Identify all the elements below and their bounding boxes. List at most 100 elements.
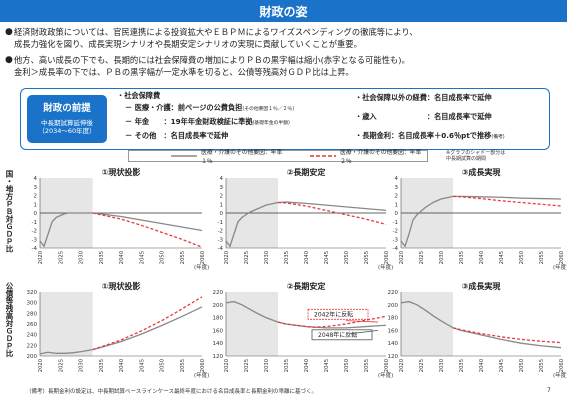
y-tick-label: 1 xyxy=(220,202,224,208)
bullet-dot-icon: ● xyxy=(5,27,13,37)
series-line-1pct xyxy=(225,300,387,329)
y-tick-label: 4 xyxy=(220,176,224,182)
legend-series2: 医療・介護のその他要因：年率２％ xyxy=(340,150,422,165)
y-tick-label: -4 xyxy=(393,246,399,252)
x-tick-label: 2055 xyxy=(539,251,545,264)
x-tick-label: 2040 xyxy=(119,251,125,264)
bullet-1-line2: 成長力強化を図り、成長実現シナリオや長期安定シナリオの実現に貢献していくことが重… xyxy=(14,38,362,49)
bullet-2-line1: 他方、高い成長の下でも、長期的には社会保障費の増加によりＰＢの黒字幅は縮小(赤字… xyxy=(14,55,410,65)
y-tick-label: 220 xyxy=(27,343,38,349)
legend-series1: 医療・介護のその他要因：年率１％ xyxy=(201,150,283,165)
x-axis-label: (年度) xyxy=(378,371,393,379)
y-tick-label: 160 xyxy=(213,328,224,334)
series-line-2pct xyxy=(277,315,387,328)
y-tick-label: 2 xyxy=(395,194,399,200)
x-tick-label: 2020 xyxy=(224,251,230,264)
x-tick-label: 2040 xyxy=(304,251,310,264)
premise-revenue: ・歳入 ：名目成長率で延伸 xyxy=(355,112,492,121)
x-axis-label: (年度) xyxy=(194,371,209,379)
y-tick-label: -1 xyxy=(32,220,37,226)
x-tick-label: 2045 xyxy=(139,251,145,264)
legend-dashed-line-icon xyxy=(310,155,336,157)
y-tick-label: 300 xyxy=(27,301,38,307)
y-tick-label: 3 xyxy=(220,185,224,191)
y-tick-label: 1 xyxy=(34,202,38,208)
bullet-1: ● 経済財政政策については、官民連携による投資拡大やＥＢＰＭによるワイズスペンデ… xyxy=(5,27,559,50)
premise-box: 財政の前提 中長期試算延伸後 （2034～60年度） ・社会保障費 － 医療・介… xyxy=(20,88,550,150)
y-tick-label: -2 xyxy=(393,229,398,235)
x-tick-label: 2035 xyxy=(459,359,465,372)
x-tick-label: 2055 xyxy=(539,359,545,372)
y-tick-label: 200 xyxy=(213,303,224,309)
x-tick-label: 2020 xyxy=(38,251,44,264)
y-tick-label: 220 xyxy=(213,290,224,296)
y-tick-label: 260 xyxy=(27,322,38,328)
footnote: （備考）長期金利の設定は、中長期試算ベースラインケース最終年度における名目成長率… xyxy=(26,389,317,395)
x-tick-label: 2025 xyxy=(244,251,250,264)
page-title: 財政の姿 xyxy=(0,0,567,22)
y-tick-label: 0 xyxy=(34,211,38,217)
x-tick-label: 2040 xyxy=(119,359,125,372)
premise-badge-sub2: （2034～60年度） xyxy=(38,127,96,135)
y-tick-label: 200 xyxy=(27,354,38,360)
chart-title: ②長期安定 xyxy=(287,167,326,177)
y-tick-label: 220 xyxy=(388,290,399,296)
x-tick-label: 2045 xyxy=(324,359,330,372)
x-tick-label: 2035 xyxy=(99,359,105,372)
y-tick-label: 120 xyxy=(388,354,399,360)
premise-non-ss: ・社会保障以外の経費：名目成長率で延伸 xyxy=(355,93,492,102)
shade-region xyxy=(40,292,93,356)
x-tick-label: 2020 xyxy=(399,359,405,372)
y-tick-label: -1 xyxy=(393,220,398,226)
y-tick-label: 1 xyxy=(395,202,399,208)
row-label-debt: 公債等残高対ＧＤＰ比 xyxy=(5,282,14,357)
x-tick-label: 2050 xyxy=(160,251,166,264)
x-tick-label: 2025 xyxy=(244,359,250,372)
y-tick-label: 140 xyxy=(388,341,399,347)
y-tick-label: -2 xyxy=(32,229,37,235)
shade-region xyxy=(401,292,453,356)
annotation-2042-box xyxy=(307,308,369,320)
x-tick-label: 2040 xyxy=(304,359,310,372)
y-tick-label: -1 xyxy=(218,220,223,226)
legend-solid-line-icon xyxy=(171,155,197,157)
x-tick-label: 2025 xyxy=(58,251,64,264)
y-tick-label: 0 xyxy=(220,211,224,217)
x-tick-label: 2060 xyxy=(384,251,390,264)
series-line-1pct xyxy=(225,201,387,248)
x-tick-label: 2020 xyxy=(224,359,230,372)
series-line-1pct xyxy=(400,300,562,349)
series-line-2pct xyxy=(452,327,562,344)
premise-other: － その他 ：名目成長率で延伸 xyxy=(125,131,229,140)
y-tick-label: 180 xyxy=(213,316,224,322)
y-tick-label: 4 xyxy=(34,176,38,182)
annotation-2048: 2048年に反転 xyxy=(318,331,357,339)
y-tick-label: -3 xyxy=(218,237,224,243)
premise-badge-title: 財政の前提 xyxy=(43,103,91,114)
premise-badge-sub1: 中長期試算延伸後 xyxy=(41,119,93,127)
y-tick-label: 120 xyxy=(213,354,224,360)
bullet-2-line2: 金利＞成長率の下では、ＰＢの黒字幅が一定水準を切ると、公債等残高対ＧＤＰ比は上昇… xyxy=(14,66,354,77)
premise-interest: ・長期金利：名目成長率＋0.6％ptで推移(備考) xyxy=(355,131,505,140)
series-line-2pct xyxy=(452,195,562,207)
bullet-2: ● 他方、高い成長の下でも、長期的には社会保障費の増加によりＰＢの黒字幅は縮小(… xyxy=(5,55,559,78)
y-tick-label: 240 xyxy=(27,333,38,339)
premise-medical: － 医療・介護：前ページの公費負担(その他要因１％／２％) xyxy=(125,103,295,112)
x-tick-label: 2020 xyxy=(38,359,44,372)
x-tick-label: 2055 xyxy=(180,251,186,264)
annotation-2042: 2042年に反転 xyxy=(314,310,353,318)
y-tick-label: -3 xyxy=(32,237,38,243)
series-line-1pct xyxy=(39,306,203,355)
chart-title: ①現状投影 xyxy=(102,281,141,291)
bullet-1-line1: 経済財政政策については、官民連携による投資拡大やＥＢＰＭによるワイズスペンディン… xyxy=(14,27,418,37)
y-tick-label: 0 xyxy=(395,211,399,217)
chart-title: ③成長実現 xyxy=(462,281,501,291)
annotation-2042-arrow xyxy=(345,320,379,323)
x-tick-label: 2020 xyxy=(399,251,405,264)
series-line-1pct xyxy=(400,195,562,248)
y-tick-label: 200 xyxy=(388,303,399,309)
x-tick-label: 2050 xyxy=(344,251,350,264)
y-tick-label: -2 xyxy=(218,229,223,235)
y-tick-label: 2 xyxy=(34,194,38,200)
shade-region xyxy=(226,292,278,356)
